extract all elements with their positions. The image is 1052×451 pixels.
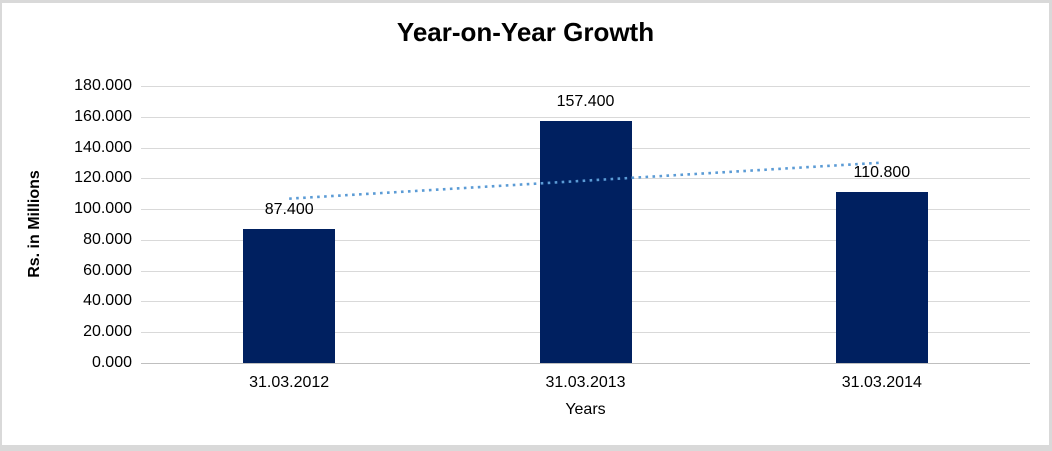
bar-value-label: 157.400 <box>556 92 615 110</box>
y-tick-label: 180.000 <box>74 77 132 94</box>
bar-31.03.2013 <box>539 120 632 363</box>
gridline <box>141 86 1030 87</box>
x-axis-title: Years <box>565 401 606 418</box>
chart-title: Year-on-Year Growth <box>396 17 655 47</box>
x-tick-label: 31.03.2012 <box>249 374 330 391</box>
bar-value-label: 87.400 <box>264 200 314 218</box>
bar-chart: Year-on-Year Growth Rs. in Millions 180.… <box>2 3 1049 445</box>
plot-area: 87.400 157.400 110.800 <box>141 86 1030 364</box>
y-tick-label: 60.000 <box>83 262 132 279</box>
y-tick-label: 160.000 <box>74 108 132 125</box>
y-axis-labels: 180.000 160.000 140.000 120.000 100.000 80.00… <box>2 77 132 371</box>
bar-31.03.2012 <box>243 228 336 363</box>
x-axis-line <box>141 363 1030 364</box>
gridline <box>141 117 1030 118</box>
y-tick-label: 140.000 <box>74 139 132 156</box>
x-axis-labels: 31.03.2012 31.03.2013 31.03.2014 <box>141 373 1030 393</box>
y-tick-label: 80.000 <box>83 231 132 248</box>
bar-31.03.2014 <box>835 192 928 363</box>
y-tick-label: 40.000 <box>83 292 132 309</box>
y-tick-label: 100.000 <box>74 200 132 217</box>
y-tick-label: 0.000 <box>91 354 132 371</box>
y-tick-label: 20.000 <box>83 323 132 340</box>
y-tick-label: 120.000 <box>74 169 132 186</box>
bar-value-label: 110.800 <box>853 164 911 182</box>
x-tick-label: 31.03.2013 <box>545 374 626 391</box>
trendline <box>289 161 882 200</box>
x-tick-label: 31.03.2014 <box>841 374 922 391</box>
